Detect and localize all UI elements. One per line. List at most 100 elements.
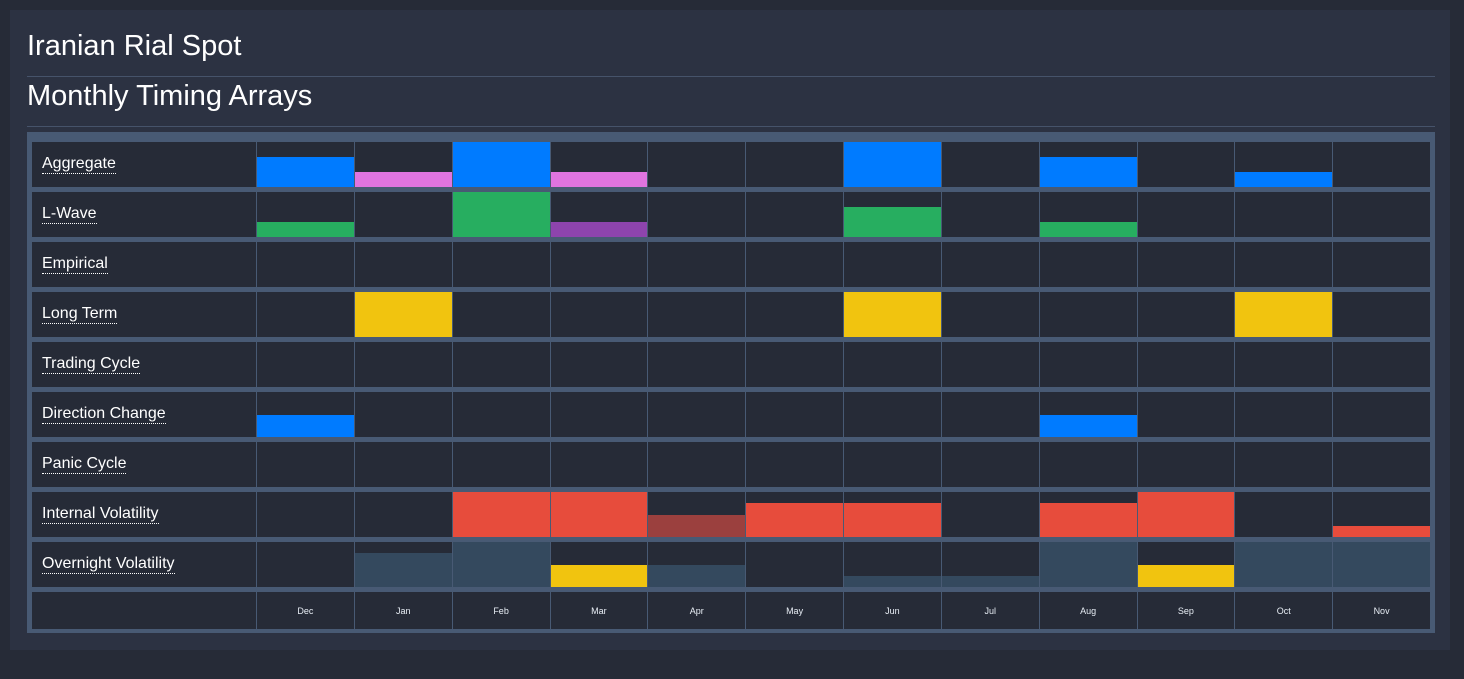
month-cell-feb [452,292,550,337]
timing-bar [1333,542,1430,587]
row-label[interactable]: Trading Cycle [42,355,141,374]
row-label[interactable]: Panic Cycle [42,455,127,474]
row-label-cell: Empirical [32,242,256,287]
month-cell-jul [941,192,1039,237]
month-label: Mar [550,592,648,629]
month-cell-oct [1235,192,1333,237]
timing-bar [354,292,452,337]
timing-bar [257,222,354,237]
month-cell-mar [550,392,648,437]
row-label[interactable]: Long Term [42,305,118,324]
row-label-cell: Overnight Volatility [32,542,256,587]
month-cell-apr [648,442,746,487]
month-label: Sep [1137,592,1235,629]
divider [27,76,1435,77]
array-row-empirical: Empirical [32,242,1430,287]
month-cell-jun [844,142,941,187]
month-cell-sep [1137,342,1235,387]
timing-bar [746,503,843,537]
row-label-cell: Trading Cycle [32,342,256,387]
timing-panel: Iranian Rial Spot Monthly Timing Arrays … [10,10,1450,650]
month-cell-sep [1137,292,1235,337]
array-row-aggregate: Aggregate [32,142,1430,187]
row-label-cell: Long Term [32,292,256,337]
month-cell-jun [844,342,941,387]
month-cell-oct [1235,342,1333,387]
row-label[interactable]: Aggregate [42,155,116,174]
month-label: Jun [844,592,941,629]
row-label[interactable]: Overnight Volatility [42,555,175,574]
month-cell-apr [648,342,746,387]
month-cell-jan [354,242,452,287]
month-cell-oct [1235,292,1333,337]
month-cell-dec [257,492,354,537]
timing-bar [1235,172,1333,187]
month-cell-jun [844,542,941,587]
month-cell-sep [1137,192,1235,237]
array-row-internal-volatility: Internal Volatility [32,492,1430,537]
page-title: Iranian Rial Spot [27,30,242,62]
month-label: Dec [257,592,354,629]
month-cell-jul [941,342,1039,387]
month-cell-feb [452,242,550,287]
month-label: Apr [648,592,746,629]
array-row-l-wave: L-Wave [32,192,1430,237]
month-cell-jan [354,392,452,437]
month-cell-sep [1137,392,1235,437]
month-label: Oct [1235,592,1333,629]
month-cell-sep [1137,142,1235,187]
row-label-cell: L-Wave [32,192,256,237]
month-cell-apr [648,392,746,437]
month-cell-apr [648,142,746,187]
timing-bar [550,564,648,587]
array-row-direction-change: Direction Change [32,392,1430,437]
month-cell-mar [550,442,648,487]
month-cell-may [746,542,843,587]
timing-bar [844,503,941,537]
timing-bar [844,575,941,587]
row-label[interactable]: L-Wave [42,205,97,224]
month-cell-mar [550,192,648,237]
month-cell-mar [550,542,648,587]
month-cell-mar [550,142,648,187]
month-cell-nov [1333,492,1430,537]
month-cell-jun [844,492,941,537]
month-cell-sep [1137,442,1235,487]
month-cell-feb [452,542,550,587]
timing-bar [844,142,941,187]
month-cell-may [746,242,843,287]
month-cell-dec [257,242,354,287]
month-cell-nov [1333,142,1430,187]
month-cell-dec [257,442,354,487]
blank-cell [32,592,256,629]
month-cell-jul [941,392,1039,437]
month-cell-jun [844,242,941,287]
month-cell-apr [648,292,746,337]
timing-bar [452,192,550,237]
month-cell-sep [1137,242,1235,287]
month-cell-may [746,292,843,337]
timing-bar [1235,292,1333,337]
array-row-long-term: Long Term [32,292,1430,337]
timing-bar [941,575,1039,587]
row-label-cell: Internal Volatility [32,492,256,537]
timing-bar [550,222,648,237]
month-cell-jan [354,192,452,237]
row-label[interactable]: Empirical [42,255,108,274]
timing-bar [257,156,354,187]
row-label[interactable]: Internal Volatility [42,505,159,524]
month-cell-may [746,192,843,237]
array-row-trading-cycle: Trading Cycle [32,342,1430,387]
timing-bar [354,172,452,187]
month-cell-jan [354,442,452,487]
month-cell-dec [257,342,354,387]
month-cell-mar [550,242,648,287]
section-title: Monthly Timing Arrays [27,80,313,112]
month-cell-jun [844,292,941,337]
row-label[interactable]: Direction Change [42,405,166,424]
month-cell-aug [1039,492,1137,537]
month-cell-aug [1039,442,1137,487]
month-cell-jul [941,142,1039,187]
month-cell-jul [941,292,1039,337]
month-cell-oct [1235,142,1333,187]
